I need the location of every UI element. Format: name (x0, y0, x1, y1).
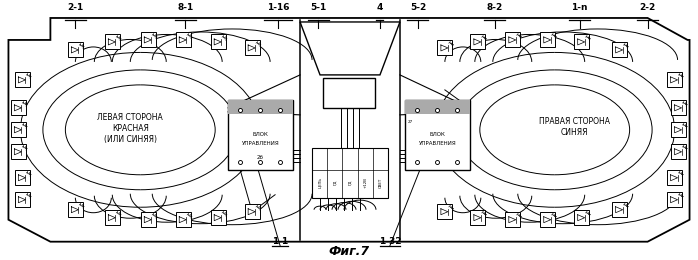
Bar (438, 41, 452, 55)
Text: КРАСНАЯ: КРАСНАЯ (112, 124, 149, 133)
Text: +12В: +12В (363, 177, 367, 188)
Bar (15, 170, 30, 185)
Bar (15, 72, 30, 87)
Bar (11, 100, 26, 115)
Polygon shape (300, 22, 400, 75)
Bar (438, 204, 452, 219)
Bar (470, 210, 485, 225)
Bar (68, 202, 83, 217)
Bar (540, 32, 555, 47)
Text: 2б: 2б (257, 155, 264, 160)
Bar (15, 192, 30, 207)
Text: 27: 27 (408, 120, 413, 124)
Bar (540, 212, 555, 227)
Bar (470, 35, 485, 49)
Bar (11, 144, 26, 159)
Text: 8-2: 8-2 (487, 3, 503, 12)
Text: ГД: ГД (333, 180, 337, 185)
Bar (176, 212, 191, 227)
Bar (667, 72, 682, 87)
Bar (574, 210, 589, 225)
Bar (505, 32, 520, 47)
Bar (612, 42, 627, 57)
Bar (505, 212, 520, 227)
Polygon shape (8, 18, 690, 242)
Text: УПРАВЛЕНИЯ: УПРАВЛЕНИЯ (242, 141, 279, 146)
Text: 1-1: 1-1 (272, 237, 288, 246)
Text: 5-1: 5-1 (310, 3, 326, 12)
Bar (671, 100, 686, 115)
Text: 8-1: 8-1 (177, 3, 193, 12)
Bar (228, 100, 293, 114)
Bar (105, 35, 120, 49)
Bar (671, 122, 686, 137)
Text: 5-2: 5-2 (410, 3, 426, 12)
Bar (141, 32, 156, 47)
Text: 1-16: 1-16 (267, 3, 290, 12)
Bar (323, 78, 375, 108)
Bar (244, 41, 260, 55)
Text: 1-32: 1-32 (379, 237, 401, 246)
Text: ПРАВАЯ СТОРОНА: ПРАВАЯ СТОРОНА (539, 117, 610, 126)
Text: БЛОК: БЛОК (429, 132, 445, 137)
Text: БЛОК: БЛОК (253, 132, 269, 137)
Bar (312, 148, 388, 198)
Bar (11, 122, 26, 137)
Bar (141, 212, 156, 227)
Bar (176, 32, 191, 47)
Bar (211, 35, 225, 49)
Bar (612, 202, 627, 217)
Bar (671, 144, 686, 159)
Bar (574, 35, 589, 49)
Text: СИНЯЯ: СИНЯЯ (561, 128, 588, 137)
Bar (211, 210, 225, 225)
Text: 4: 4 (377, 3, 383, 12)
Text: Фиг.7: Фиг.7 (329, 245, 369, 258)
Text: УПРАВЛЕНИЯ: УПРАВЛЕНИЯ (419, 141, 456, 146)
Text: 2-1: 2-1 (67, 3, 84, 12)
Bar (667, 192, 682, 207)
Bar (244, 204, 260, 219)
Text: 2-2: 2-2 (639, 3, 655, 12)
Text: ЦЕПЬ: ЦЕПЬ (318, 177, 322, 188)
Text: 1-n: 1-n (572, 3, 588, 12)
Bar (68, 42, 83, 57)
Text: ЛЕВАЯ СТОРОНА: ЛЕВАЯ СТОРОНА (98, 113, 163, 122)
Bar (105, 210, 120, 225)
Text: СВЕТ: СВЕТ (378, 178, 383, 188)
Text: (ИЛИ СИНЯЯ): (ИЛИ СИНЯЯ) (104, 135, 157, 144)
Bar (405, 100, 470, 114)
Bar (228, 100, 293, 170)
Bar (667, 170, 682, 185)
Bar (405, 100, 470, 170)
Text: ГД: ГД (348, 180, 352, 185)
